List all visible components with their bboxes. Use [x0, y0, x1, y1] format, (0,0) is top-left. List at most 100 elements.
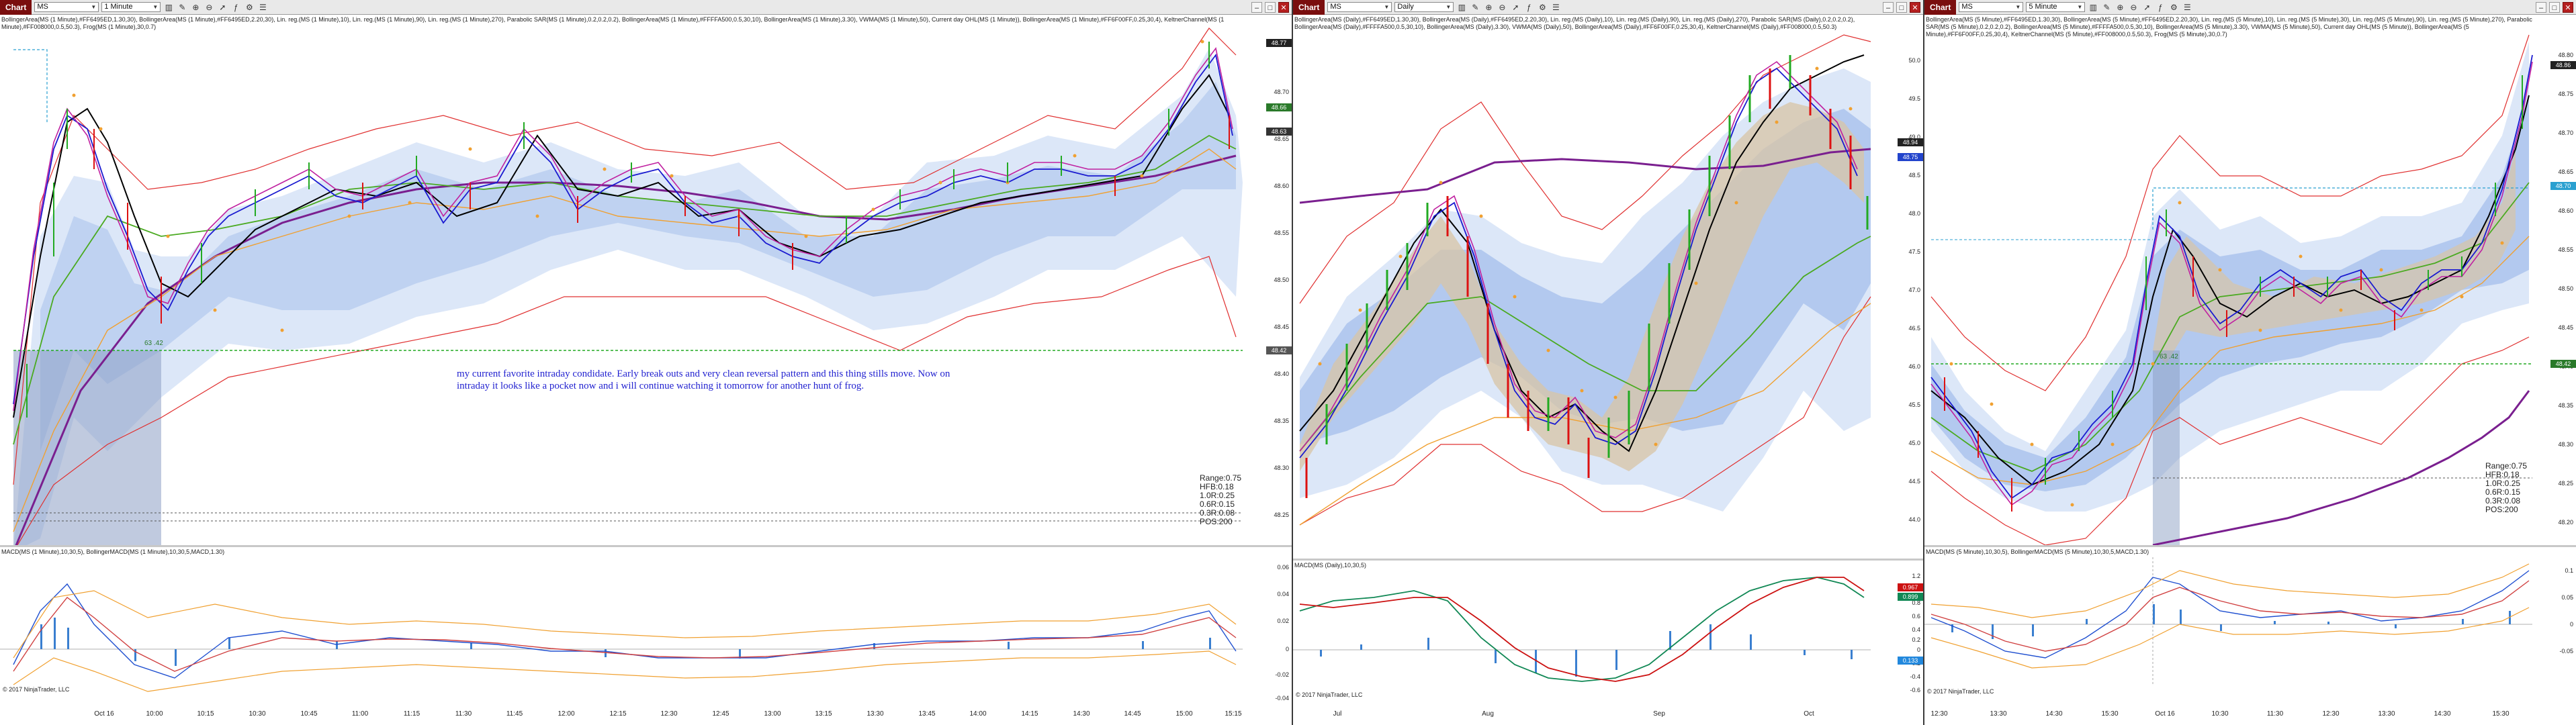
- zoom-in-icon[interactable]: ⊕: [1485, 2, 1493, 12]
- macd-bar: [40, 624, 42, 649]
- bar-type-icon[interactable]: ▥: [1458, 2, 1466, 12]
- maximize-button[interactable]: □: [2549, 1, 2560, 13]
- data-box-icon[interactable]: ☰: [259, 2, 267, 12]
- time-tick: Aug: [1482, 710, 1494, 718]
- data-box-icon[interactable]: ☰: [1552, 2, 1560, 12]
- sar-dot: [1775, 120, 1779, 124]
- zoom-in-icon[interactable]: ⊕: [2117, 2, 2124, 12]
- price-tick: 44.5: [1908, 478, 1920, 485]
- panel-splitter[interactable]: [1924, 545, 2576, 547]
- chart-menu-button[interactable]: Chart: [1293, 0, 1325, 15]
- macd-bar: [1669, 631, 1671, 650]
- level-label: 63 .42: [144, 340, 163, 347]
- chart-toolbar: Chart MS ▼ 5 Minute ▼ ▥ ✎ ⊕ ⊖ ➚ ƒ ⚙ ☰ – □ …: [1924, 0, 2576, 15]
- sar-dots: [1318, 66, 1853, 446]
- stat-1r: 1.0R:0.25: [1200, 491, 1235, 500]
- time-tick: Sep: [1653, 710, 1665, 718]
- sar-dot: [468, 147, 472, 151]
- bar-type-icon[interactable]: ▥: [2089, 2, 2098, 12]
- macd-panel-daily: [1293, 577, 1871, 682]
- instrument-selector[interactable]: MS ▼: [1327, 2, 1392, 12]
- sar-dot: [2178, 201, 2182, 205]
- strategies-icon[interactable]: ⚙: [1538, 2, 1546, 12]
- copyright: © 2017 NinjaTrader, LLC: [3, 686, 70, 693]
- stat-03r: 0.3R:0.08: [1200, 508, 1235, 518]
- macd-bar: [605, 649, 607, 657]
- range-stats: Range:0.75 HFB:0.18 1.0R:0.25 0.6R:0.15 …: [1200, 474, 1241, 526]
- time-tick: 12:30: [660, 710, 678, 718]
- pencil-icon[interactable]: ✎: [2103, 2, 2111, 12]
- macd-tick: 0: [1916, 646, 1920, 653]
- time-tick: 13:00: [764, 710, 781, 718]
- pointer-icon[interactable]: ➚: [219, 2, 226, 12]
- indicators-icon[interactable]: ƒ: [234, 2, 238, 12]
- stat-pos: POS:200: [1200, 517, 1233, 526]
- macd-histogram: [1320, 624, 1853, 677]
- interval-selector[interactable]: Daily ▼: [1394, 2, 1454, 12]
- interval-selector[interactable]: 5 Minute ▼: [2026, 2, 2086, 12]
- macd-bar: [2220, 624, 2222, 631]
- sar-dot: [1439, 181, 1443, 185]
- sar-dot: [1479, 214, 1483, 218]
- pencil-icon[interactable]: ✎: [179, 2, 186, 12]
- macd-bar: [1750, 634, 1752, 650]
- chart-menu-button[interactable]: Chart: [0, 0, 32, 15]
- linreg-30-line: [1299, 54, 1865, 452]
- instrument-selector[interactable]: MS ▼: [34, 2, 99, 12]
- macd-axis: 1.2 1 0.8 0.6 0.4 0.2 0 -0.2 -0.4 -0.6 0…: [1896, 571, 1923, 705]
- close-button[interactable]: ✕: [2563, 1, 2573, 13]
- macd-band-upper: [13, 590, 1237, 659]
- macd-tick: -0.02: [1275, 671, 1289, 678]
- zoom-out-icon[interactable]: ⊖: [1499, 2, 1506, 12]
- indicators-icon[interactable]: ƒ: [2158, 2, 2163, 12]
- maximize-button[interactable]: □: [1265, 1, 1276, 13]
- maximize-button[interactable]: □: [1896, 1, 1907, 13]
- strategies-icon[interactable]: ⚙: [245, 2, 253, 12]
- macd-bar: [2327, 622, 2329, 624]
- stat-06r: 0.6R:0.15: [2485, 487, 2521, 497]
- panel-splitter[interactable]: [0, 545, 1292, 547]
- pointer-icon[interactable]: ➚: [1512, 2, 1519, 12]
- sar-dot: [2339, 308, 2343, 312]
- chart-annotation-text[interactable]: my current favorite intraday condidate. …: [457, 369, 950, 391]
- macd-tick: 0.1: [2565, 567, 2573, 574]
- interval-selector[interactable]: 1 Minute ▼: [101, 2, 161, 12]
- time-tick: 12:30: [1930, 710, 1948, 718]
- price-flag: 48.42: [2550, 360, 2576, 368]
- chart-menu-button[interactable]: Chart: [1924, 0, 1957, 15]
- price-tick: 44.0: [1908, 516, 1920, 523]
- vwma-line: [15, 154, 1237, 545]
- pencil-icon[interactable]: ✎: [1472, 2, 1479, 12]
- time-tick: 15:00: [1175, 710, 1193, 718]
- keltner-lower: [17, 256, 1237, 545]
- data-box-icon[interactable]: ☰: [2183, 2, 2191, 12]
- time-tick: Oct 16: [2155, 710, 2175, 718]
- zoom-in-icon[interactable]: ⊕: [192, 2, 199, 12]
- price-tick: 48.25: [1274, 512, 1289, 518]
- macd-signal-line: [1930, 580, 2530, 652]
- panel-splitter[interactable]: [1293, 559, 1923, 561]
- zoom-out-icon[interactable]: ⊖: [206, 2, 213, 12]
- bar-type-icon[interactable]: ▥: [165, 2, 173, 12]
- zoom-out-icon[interactable]: ⊖: [2130, 2, 2137, 12]
- chevron-down-icon: ▼: [2077, 4, 2083, 10]
- price-tick: 49.0: [1908, 134, 1920, 140]
- pointer-icon[interactable]: ➚: [2143, 2, 2151, 12]
- time-tick: 13:15: [815, 710, 832, 718]
- range-stats: Range:0.75 HFB:0.18 1.0R:0.25 0.6R:0.15 …: [2485, 462, 2527, 514]
- close-button[interactable]: ✕: [1910, 1, 1920, 13]
- instrument-selector[interactable]: MS ▼: [1959, 2, 2024, 12]
- keltner-upper: [1930, 34, 2530, 391]
- price-tick: 48.60: [2558, 207, 2573, 214]
- indicators-icon[interactable]: ƒ: [1527, 2, 1531, 12]
- strategies-icon[interactable]: ⚙: [2170, 2, 2178, 12]
- chart-toolbar: Chart MS ▼ Daily ▼ ▥ ✎ ⊕ ⊖ ➚ ƒ ⚙ ☰ – □ ✕: [1293, 0, 1923, 15]
- minimize-button[interactable]: –: [1251, 1, 1262, 13]
- close-button[interactable]: ✕: [1278, 1, 1289, 13]
- minimize-button[interactable]: –: [2536, 1, 2546, 13]
- price-tick: 46.0: [1908, 363, 1920, 370]
- time-tick: 11:30: [2266, 710, 2284, 718]
- minimize-button[interactable]: –: [1883, 1, 1894, 13]
- price-tick: 48.50: [1274, 277, 1289, 283]
- indicator-legend: BollingerArea(MS (1 Minute),#FF6495ED,1.…: [1, 16, 1225, 30]
